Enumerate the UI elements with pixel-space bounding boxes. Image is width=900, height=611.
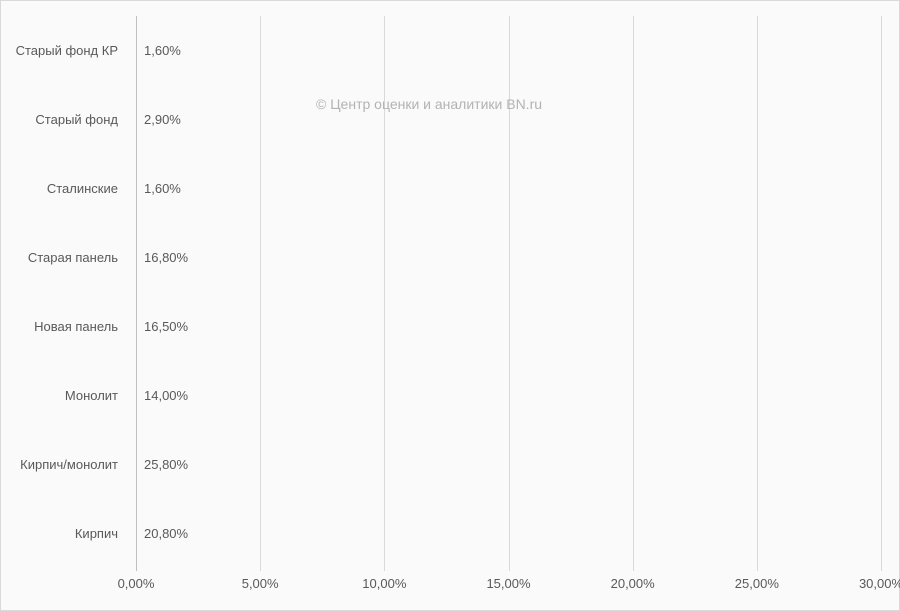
grid-line bbox=[881, 16, 882, 571]
x-tick-label: 10,00% bbox=[354, 576, 414, 591]
y-label: Старый фонд bbox=[1, 105, 126, 135]
x-tick-label: 15,00% bbox=[479, 576, 539, 591]
grid-line bbox=[136, 16, 137, 571]
bar-value: 16,80% bbox=[136, 243, 188, 273]
bar-value: 25,80% bbox=[136, 450, 188, 480]
grid-line bbox=[633, 16, 634, 571]
chart-frame: Старый фонд КР Старый фонд Сталинские Ст… bbox=[0, 0, 900, 611]
bar-value: 16,50% bbox=[136, 312, 188, 342]
y-label: Новая панель bbox=[1, 312, 126, 342]
bar-value: 14,00% bbox=[136, 381, 188, 411]
bar-value: 2,90% bbox=[136, 105, 181, 135]
x-tick-label: 5,00% bbox=[230, 576, 290, 591]
plot-area: © Центр оценки и аналитики BN.ru 1,60% 2… bbox=[136, 16, 881, 571]
grid-line bbox=[757, 16, 758, 571]
y-label: Старый фонд КР bbox=[1, 36, 126, 66]
x-tick-label: 20,00% bbox=[603, 576, 663, 591]
bar-value: 1,60% bbox=[136, 36, 181, 66]
x-tick-label: 0,00% bbox=[106, 576, 166, 591]
y-label: Кирпич/монолит bbox=[1, 450, 126, 480]
y-label: Старая панель bbox=[1, 243, 126, 273]
x-tick-label: 30,00% bbox=[851, 576, 900, 591]
y-label: Сталинские bbox=[1, 174, 126, 204]
bar-value: 1,60% bbox=[136, 174, 181, 204]
grid-line bbox=[260, 16, 261, 571]
watermark-text: © Центр оценки и аналитики BN.ru bbox=[316, 96, 542, 112]
y-label: Монолит bbox=[1, 381, 126, 411]
bar-value: 20,80% bbox=[136, 519, 188, 549]
x-tick-label: 25,00% bbox=[727, 576, 787, 591]
y-label: Кирпич bbox=[1, 519, 126, 549]
